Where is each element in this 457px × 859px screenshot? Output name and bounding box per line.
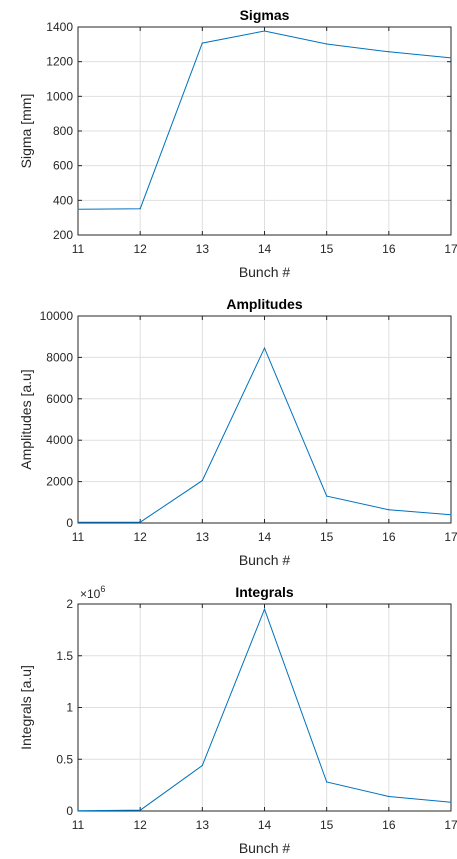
x-tick-label: 15: [320, 530, 334, 544]
chart-2: 11 12 13 14 15 16 17 0 2000 4000 6000 8000 10000 Ampl…: [18, 296, 457, 568]
x-tick-label: 12: [133, 530, 147, 544]
data-point: [77, 208, 79, 210]
y-tick-label: 2: [66, 597, 73, 611]
data-point: [263, 347, 266, 349]
y-tick-label: 1400: [46, 20, 73, 34]
y-exponent-label: ×106: [80, 584, 105, 601]
y-tick-label: 400: [53, 193, 73, 207]
chart-1: 11 12 13 14 15 16 17 200 400 600 800 1000 1200 1400 Si…: [18, 7, 457, 280]
data-point: [388, 509, 390, 511]
y-tick-label: 600: [53, 159, 73, 173]
x-tick-label: 16: [382, 818, 396, 832]
chart-title: Integrals: [235, 584, 294, 600]
data-point: [388, 51, 390, 53]
data-point: [388, 795, 390, 798]
x-tick-label: 15: [320, 242, 334, 256]
x-axis-label: Bunch #: [239, 552, 291, 568]
data-point: [326, 43, 328, 45]
chart-3: 11 12 13 14 15 16 17 0 0.5 1 1.5 2 ×106 Integrals Bunc…: [18, 584, 457, 856]
y-exponent-power: 6: [100, 584, 105, 594]
x-tick-label: 17: [444, 530, 457, 544]
x-axis-label: Bunch #: [239, 264, 291, 280]
y-tick-label: 0.5: [56, 752, 73, 766]
x-tick-label: 16: [382, 530, 396, 544]
data-point: [450, 801, 452, 803]
x-tick-label: 14: [258, 818, 272, 832]
y-tick-label: 8000: [46, 350, 73, 364]
chart-title: Sigmas: [240, 7, 290, 23]
y-axis-label: Amplitudes [a.u]: [18, 369, 34, 469]
data-point: [326, 781, 328, 783]
y-tick-label: 1.5: [56, 649, 73, 663]
y-tick-label: 800: [53, 124, 73, 138]
x-tick-label: 11: [72, 818, 85, 832]
data-point: [450, 514, 452, 516]
y-tick-label: 1000: [46, 89, 73, 103]
y-tick-label: 0: [66, 516, 73, 530]
data-point: [263, 30, 266, 32]
y-axis-label: Integrals [a.u]: [18, 665, 34, 750]
y-exponent-base: ×10: [80, 587, 101, 601]
y-tick-label: 4000: [46, 433, 73, 447]
data-point: [139, 521, 141, 523]
x-tick-label: 17: [444, 818, 457, 832]
x-tick-label: 13: [196, 818, 210, 832]
x-tick-label: 13: [196, 530, 210, 544]
x-tick-label: 17: [444, 242, 457, 256]
x-tick-label: 12: [133, 242, 147, 256]
data-point: [201, 764, 203, 767]
x-tick-label: 16: [382, 242, 396, 256]
x-tick-label: 12: [133, 818, 147, 832]
y-tick-label: 6000: [46, 392, 73, 406]
data-point: [77, 521, 79, 523]
y-axis-label: Sigma [mm]: [18, 94, 34, 169]
data-point: [263, 608, 266, 610]
y-tick-label: 10000: [40, 309, 74, 323]
data-point: [139, 208, 141, 210]
x-tick-label: 14: [258, 242, 272, 256]
x-tick-label: 13: [196, 242, 210, 256]
data-point: [326, 495, 328, 497]
data-point: [139, 809, 141, 811]
y-tick-label: 0: [66, 804, 73, 818]
x-axis-label: Bunch #: [239, 840, 291, 856]
data-point: [77, 810, 79, 812]
x-tick-label: 11: [72, 242, 85, 256]
y-tick-label: 200: [53, 228, 73, 242]
x-tick-label: 15: [320, 818, 334, 832]
x-tick-label: 11: [72, 530, 85, 544]
data-point: [201, 42, 203, 44]
x-tick-label: 14: [258, 530, 272, 544]
y-tick-label: 1200: [46, 55, 73, 69]
chart-title: Amplitudes: [226, 296, 302, 312]
data-point: [201, 479, 203, 482]
y-tick-label: 2000: [46, 475, 73, 489]
y-tick-label: 1: [66, 701, 73, 715]
data-point: [450, 57, 452, 59]
